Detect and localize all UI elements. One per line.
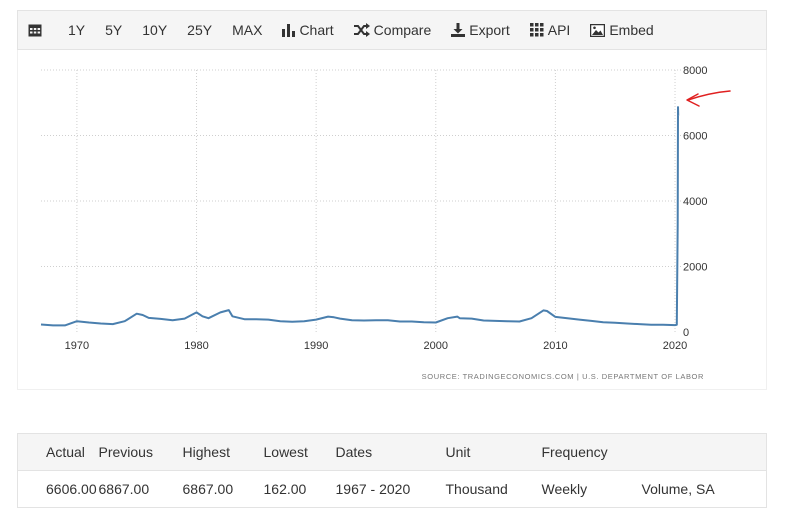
x-tick-label: 1970 <box>65 340 89 352</box>
embed-button[interactable]: Embed <box>590 22 654 38</box>
y-tick-label: 4000 <box>683 196 707 208</box>
header-actual: Actual <box>17 433 99 471</box>
y-tick-label: 8000 <box>683 65 707 77</box>
annotation-arrow-head <box>686 93 700 107</box>
header-dates: Dates <box>335 433 446 471</box>
x-tick-label: 1980 <box>184 340 208 352</box>
export-button[interactable]: Export <box>451 22 510 38</box>
range-10y-button[interactable]: 10Y <box>142 22 167 38</box>
line-chart: 0 2000 4000 6000 8000 1970 1980 1990 2000 2010 202… <box>40 65 731 352</box>
value-previous: 6867.00 <box>98 470 183 508</box>
calendar-button[interactable] <box>28 23 46 37</box>
range-10y-label: 10Y <box>142 22 168 38</box>
stats-table: Actual Previous Highest Lowest Dates Uni… <box>17 433 767 508</box>
x-tick-label: 2020 <box>663 340 687 352</box>
x-tick-label: 2010 <box>543 340 567 352</box>
range-1y-button[interactable]: 1Y <box>68 22 85 38</box>
api-button-label: API <box>547 22 571 38</box>
chart-button[interactable]: Chart <box>282 22 334 38</box>
download-icon <box>451 23 466 37</box>
range-5y-label: 5Y <box>105 22 123 38</box>
chart-button-label: Chart <box>299 22 334 38</box>
y-tick-label: 2000 <box>683 262 707 274</box>
bar-chart-icon <box>282 24 296 37</box>
compare-button[interactable]: Compare <box>353 22 432 38</box>
value-lowest: 162.00 <box>263 470 336 508</box>
image-icon <box>590 23 606 37</box>
stats-header-row: Actual Previous Highest Lowest Dates Uni… <box>17 433 767 471</box>
header-lowest: Lowest <box>263 433 336 471</box>
source-note: SOURCE: TRADINGECONOMICS.COM | U.S. DEPA… <box>421 372 704 381</box>
value-highest: 6867.00 <box>182 470 264 508</box>
value-frequency: Weekly <box>541 470 642 508</box>
range-25y-label: 25Y <box>187 22 213 38</box>
chart-toolbar: 1Y 5Y 10Y 25Y MAX Chart Compare Export A… <box>17 10 767 50</box>
export-button-label: Export <box>469 22 510 38</box>
calendar-icon <box>28 24 42 37</box>
annotation-arrow-shaft <box>687 90 731 101</box>
value-actual: 6606.00 <box>17 470 99 508</box>
value-category: Volume, SA <box>641 470 767 508</box>
y-tick-label: 0 <box>683 327 689 339</box>
header-previous: Previous <box>98 433 183 471</box>
range-1y-label: 1Y <box>68 22 86 38</box>
range-max-label: MAX <box>232 22 263 38</box>
header-unit: Unit <box>445 433 542 471</box>
x-tick-label: 1990 <box>304 340 328 352</box>
embed-button-label: Embed <box>609 22 654 38</box>
range-5y-button[interactable]: 5Y <box>105 22 122 38</box>
shuffle-icon <box>353 23 370 37</box>
header-frequency: Frequency <box>541 433 642 471</box>
series-line <box>40 106 680 327</box>
x-tick-label: 2000 <box>424 340 448 352</box>
y-tick-label: 6000 <box>683 131 707 143</box>
range-25y-button[interactable]: 25Y <box>187 22 212 38</box>
compare-button-label: Compare <box>373 22 432 38</box>
api-button[interactable]: API <box>529 22 571 38</box>
header-highest: Highest <box>182 433 264 471</box>
grid-icon <box>529 23 544 37</box>
value-unit: Thousand <box>445 470 542 508</box>
header-blank <box>641 433 767 471</box>
chart-container: 0 2000 4000 6000 8000 1970 1980 1990 2000 2010 202… <box>17 50 767 390</box>
range-max-button[interactable]: MAX <box>232 22 262 38</box>
stats-row: 6606.00 6867.00 6867.00 162.00 1967 - 20… <box>17 470 767 508</box>
value-dates: 1967 - 2020 <box>335 470 446 508</box>
